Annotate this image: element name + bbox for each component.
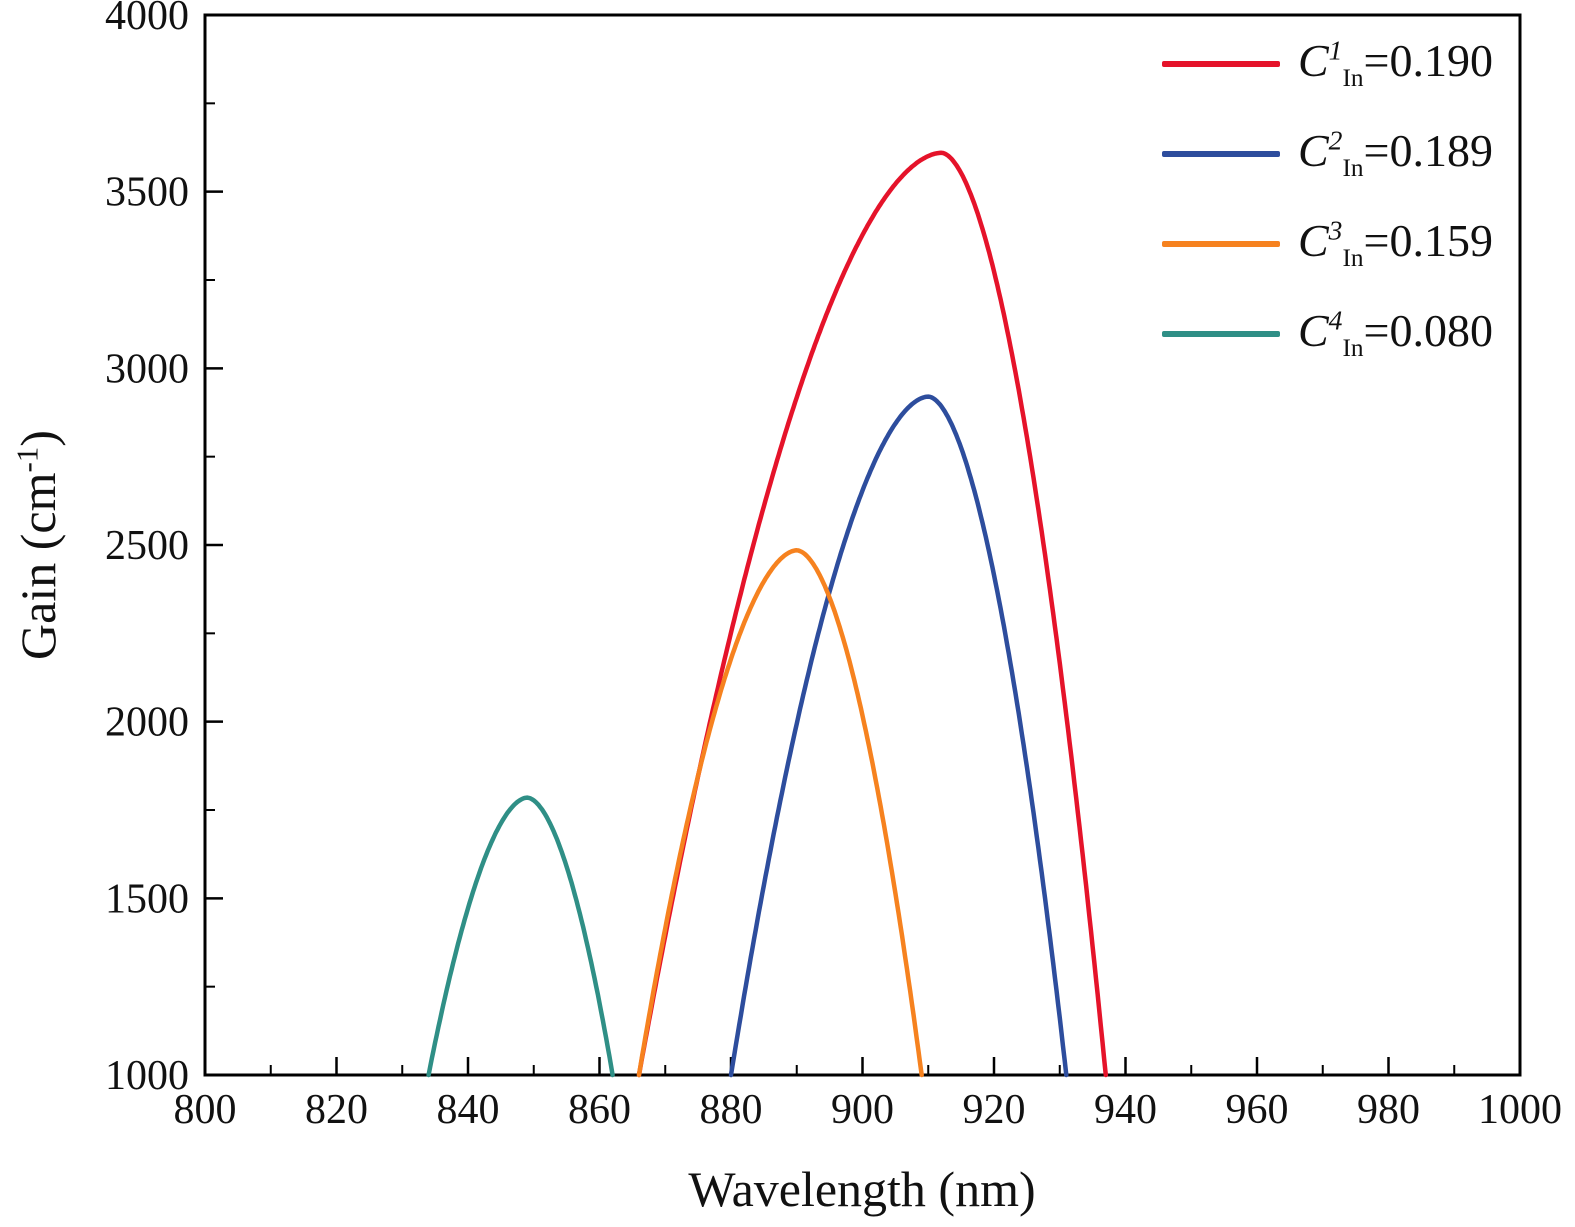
y-tick-label: 1500	[105, 876, 189, 922]
legend-line-sample-2	[1161, 151, 1280, 157]
x-tick-label: 880	[700, 1087, 763, 1133]
legend-item-4: C4In=0.080	[1161, 305, 1493, 363]
y-tick-label: 4000	[105, 0, 189, 39]
y-tick-label: 3500	[105, 170, 189, 216]
x-tick-label: 860	[568, 1087, 631, 1133]
legend-item-2: C2In=0.189	[1161, 125, 1493, 183]
x-tick-label: 940	[1094, 1087, 1157, 1133]
y-axis-label-close: )	[10, 430, 66, 447]
x-tick-label: 900	[831, 1087, 894, 1133]
legend-label-3: C3In=0.159	[1297, 215, 1493, 273]
legend-item-3: C3In=0.159	[1161, 215, 1493, 273]
legend-line-sample-3	[1161, 241, 1280, 247]
legend: C1In=0.190 C2In=0.189 C3In=0.159 C4In=0.080	[1161, 35, 1493, 363]
curve-series-2	[728, 394, 1069, 1078]
legend-line-sample-1	[1161, 61, 1280, 67]
x-tick-label: 800	[174, 1087, 237, 1133]
legend-label-1: C1In=0.190	[1297, 35, 1493, 93]
y-tick-label: 2500	[105, 523, 189, 569]
y-axis-label-sup: -1	[9, 446, 45, 473]
y-axis-label-text: Gain (cm	[10, 472, 66, 660]
legend-item-1: C1In=0.190	[1161, 35, 1493, 93]
x-tick-label: 960	[1226, 1087, 1289, 1133]
x-axis-label: Wavelength (nm)	[688, 1161, 1036, 1217]
y-tick-label: 3000	[105, 346, 189, 392]
x-tick-label: 980	[1357, 1087, 1420, 1133]
legend-label-2: C2In=0.189	[1297, 125, 1493, 183]
curve-series-1	[636, 150, 1109, 1078]
y-tick-label: 2000	[105, 700, 189, 746]
x-tick-label: 820	[305, 1087, 368, 1133]
x-tick-label: 920	[963, 1087, 1026, 1133]
y-tick-label: 1000	[105, 1053, 189, 1099]
curve-series-4	[426, 795, 615, 1078]
x-tick-label: 840	[437, 1087, 500, 1133]
legend-label-4: C4In=0.080	[1297, 305, 1493, 363]
y-axis-label: Gain (cm-1)	[9, 430, 67, 660]
curve-series-3	[636, 548, 924, 1078]
legend-line-sample-4	[1161, 331, 1280, 337]
x-tick-label: 1000	[1478, 1087, 1562, 1133]
